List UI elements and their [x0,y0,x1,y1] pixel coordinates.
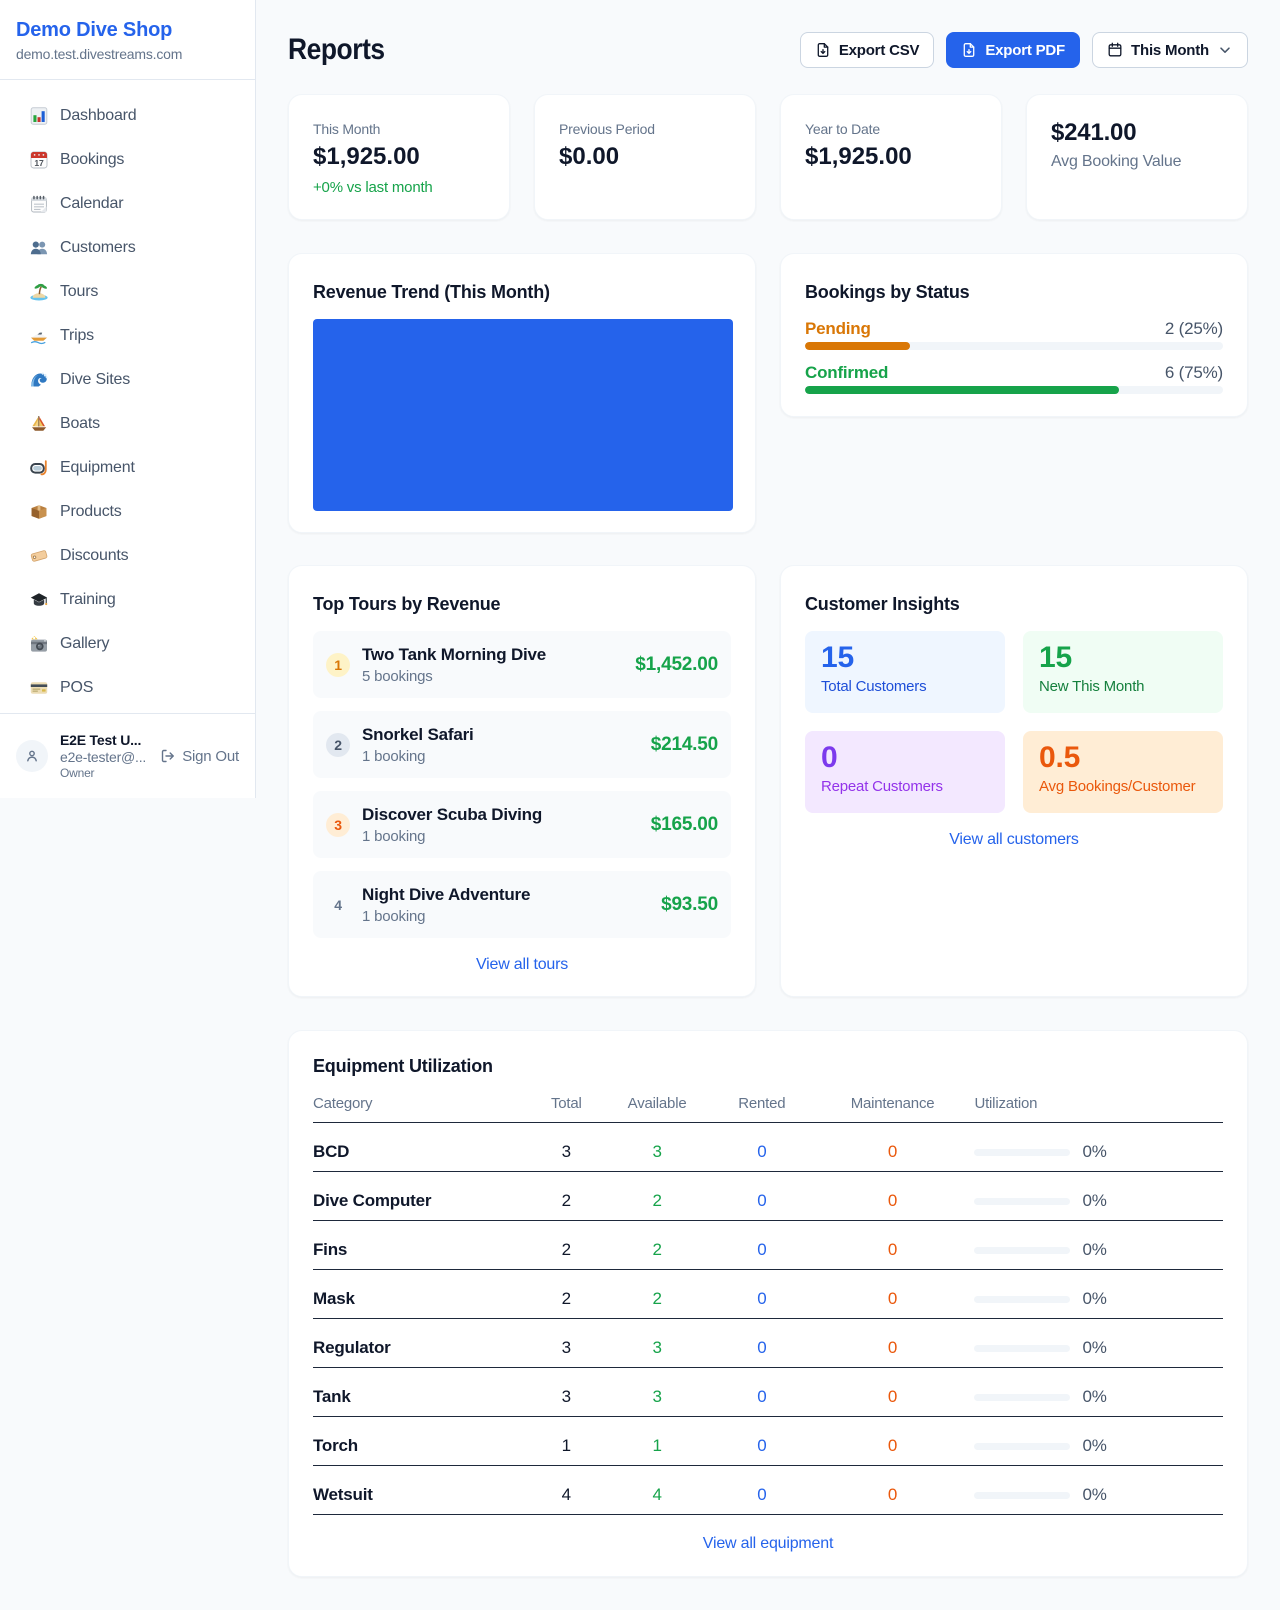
svg-text:17: 17 [34,158,44,168]
